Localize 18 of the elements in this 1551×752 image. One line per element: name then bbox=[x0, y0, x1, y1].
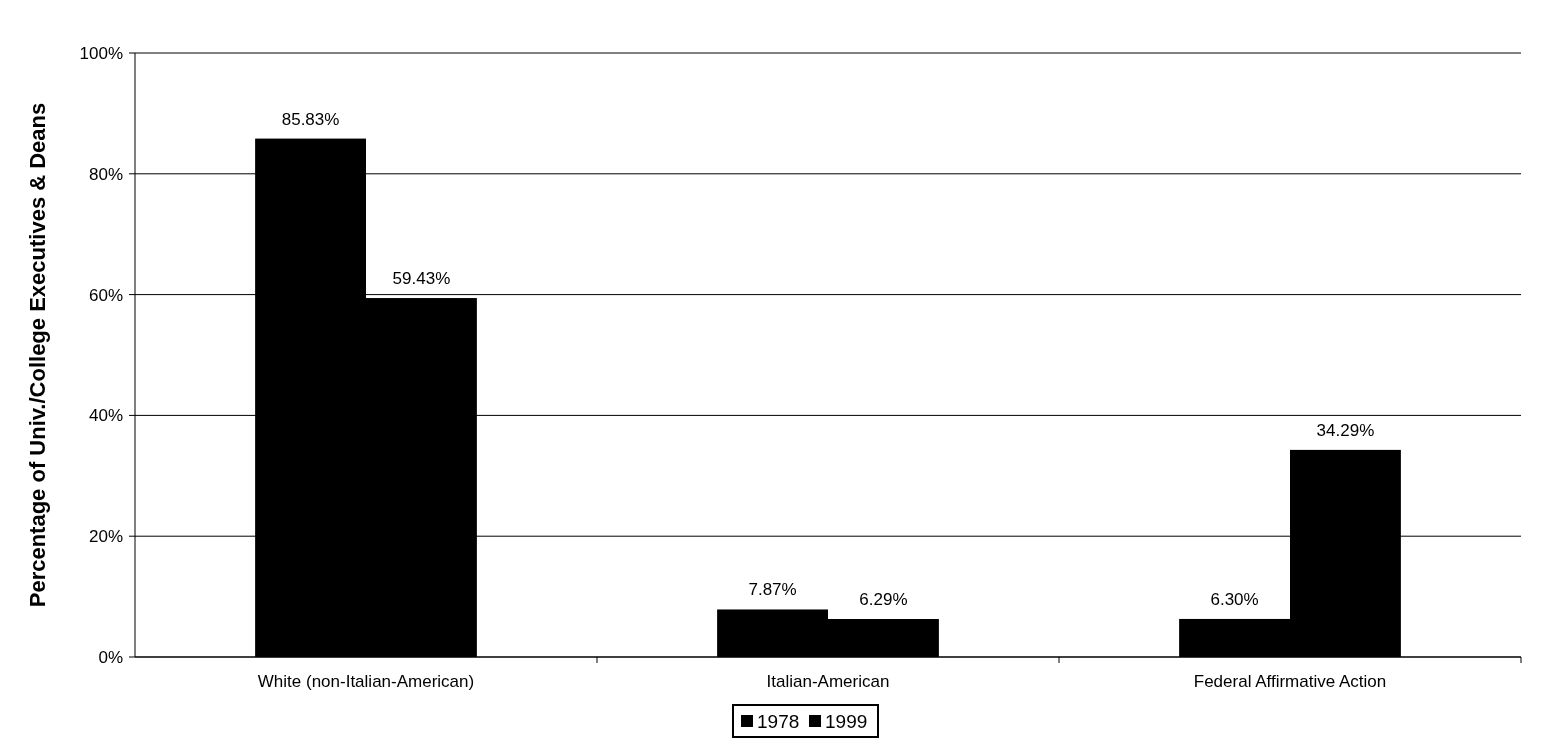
x-tick-label: White (non-Italian-American) bbox=[257, 672, 475, 691]
x-tick-label: Federal Affirmative Action bbox=[1193, 672, 1387, 691]
data-label: 59.43% bbox=[392, 269, 451, 289]
y-tick-label: 0% bbox=[98, 647, 123, 667]
legend-label: 1999 bbox=[825, 710, 868, 732]
y-tick-label: 40% bbox=[88, 406, 123, 426]
x-tick-label: Italian-American bbox=[766, 672, 890, 691]
data-label: 6.29% bbox=[859, 590, 908, 610]
y-tick-label: 80% bbox=[88, 164, 123, 184]
y-tick-label: 20% bbox=[88, 527, 123, 547]
data-label: 6.30% bbox=[1210, 589, 1259, 609]
data-label: 7.87% bbox=[748, 580, 797, 600]
data-label: 85.83% bbox=[281, 109, 340, 129]
y-tick-label: 60% bbox=[88, 285, 123, 305]
data-label: 34.29% bbox=[1316, 420, 1375, 440]
y-tick-label: 100% bbox=[79, 43, 123, 63]
legend-label: 1978 bbox=[757, 710, 800, 732]
y-axis-title: Percentage of Univ./College Executives & Deans bbox=[25, 102, 50, 608]
